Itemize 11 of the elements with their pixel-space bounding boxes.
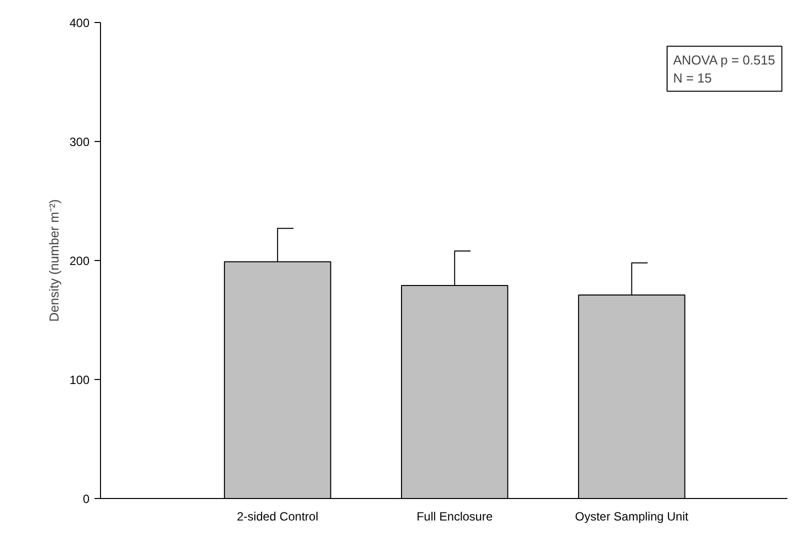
x-tick-label: Full Enclosure <box>416 510 493 524</box>
y-tick-label: 100 <box>69 373 90 387</box>
annotation: ANOVA p = 0.515 <box>673 52 776 68</box>
y-tick-label: 200 <box>69 254 90 268</box>
x-tick-label: Oyster Sampling Unit <box>575 510 690 524</box>
y-tick-label: 400 <box>69 16 90 30</box>
x-tick-label: 2-sided Control <box>236 510 318 524</box>
y-axis-title: Density (number m⁻²) <box>46 199 62 322</box>
y-tick-label: 0 <box>82 492 90 506</box>
y-tick-label: 300 <box>69 135 90 149</box>
annotation: N = 15 <box>673 70 712 86</box>
